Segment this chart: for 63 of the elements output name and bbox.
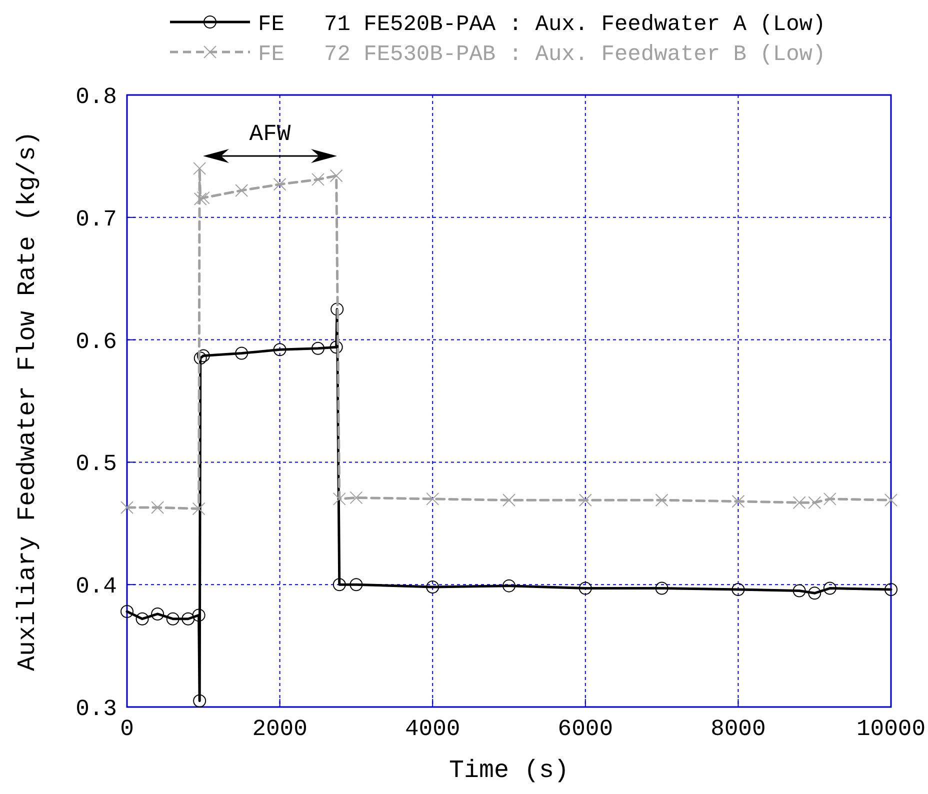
point: [193, 694, 206, 708]
point: [332, 492, 346, 506]
point: [502, 579, 516, 592]
x-tick-label: 4000: [404, 716, 460, 742]
point: [655, 494, 668, 507]
point: [823, 582, 836, 595]
point: [136, 612, 149, 626]
y-axis-title: Auxiliary Feedwater Flow Rate (kg/s): [13, 130, 42, 672]
y-tick-label: 0.6: [76, 328, 117, 355]
point: [196, 191, 210, 204]
point: [330, 340, 343, 354]
point: [823, 492, 836, 506]
point: [273, 178, 286, 191]
x-tick-label: 0: [120, 716, 134, 742]
y-tick-label: 0.7: [76, 206, 117, 232]
point: [192, 502, 206, 516]
point: [235, 184, 248, 197]
point: [330, 169, 343, 182]
point: [808, 586, 822, 600]
legend-label: FE 71 FE520B-PAA : Aux. Feedwater A (Low): [258, 12, 826, 37]
y-tick-label: 0.4: [76, 574, 117, 600]
point: [196, 349, 210, 362]
point: [884, 582, 898, 596]
point: [732, 494, 745, 508]
point: [235, 346, 248, 360]
point: [502, 494, 516, 507]
point: [732, 582, 745, 596]
y-tick-label: 0.3: [76, 696, 117, 722]
point: [426, 492, 440, 506]
x-tick-label: 10000: [856, 716, 926, 742]
point: [808, 496, 822, 510]
y-tick-label: 0.8: [76, 84, 117, 110]
point: [151, 500, 164, 514]
point: [330, 302, 344, 316]
point: [884, 494, 898, 507]
point: [193, 162, 206, 175]
point: [312, 172, 324, 186]
point: [273, 343, 286, 356]
point: [792, 584, 806, 598]
point: [192, 608, 206, 622]
point: [578, 582, 592, 595]
annotation: AFW: [249, 121, 291, 147]
point: [151, 607, 164, 620]
point: [194, 352, 207, 365]
point: [312, 342, 324, 355]
y-tick-label: 0.5: [76, 451, 117, 478]
point: [182, 612, 195, 626]
x-tick-label: 2000: [252, 716, 308, 742]
point: [426, 580, 440, 594]
point: [194, 192, 207, 206]
point: [332, 578, 346, 592]
point: [166, 612, 180, 626]
point: [655, 582, 668, 595]
x-tick-label: 8000: [710, 716, 766, 742]
point: [120, 605, 134, 618]
point: [350, 491, 363, 504]
point: [792, 496, 806, 510]
x-axis-title: Time (s): [448, 756, 570, 785]
legend-label: FE 72 FE530B-PAB : Aux. Feedwater B (Low): [258, 42, 826, 67]
point: [578, 494, 592, 507]
point: [350, 578, 363, 592]
point: [120, 500, 134, 514]
x-tick-label: 6000: [558, 716, 614, 742]
